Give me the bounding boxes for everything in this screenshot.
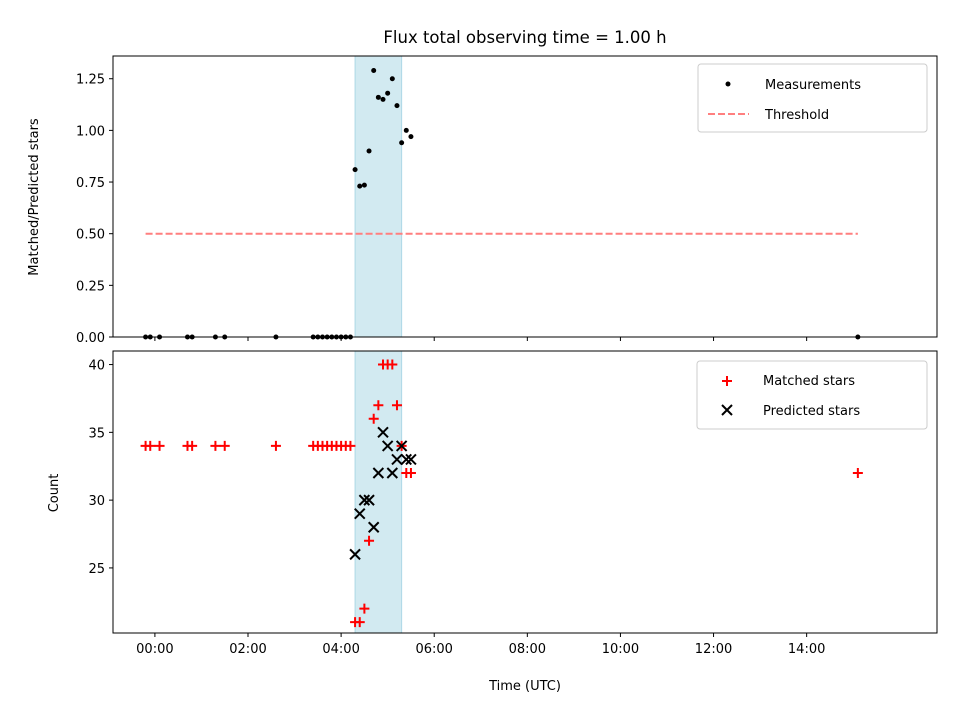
top-y-tick-label-4: 1.00 xyxy=(76,124,105,139)
legend-predicted-stars-marker xyxy=(721,404,733,416)
top-measurements-point-29 xyxy=(408,134,414,140)
top-panel: 0.00 0.25 0.50 0.75 1.00 1.25 xyxy=(76,55,938,346)
bottom-matched-stars-point-19 xyxy=(359,603,370,614)
top-measurements-point-26 xyxy=(394,103,400,109)
bottom-predicted-stars-point-8 xyxy=(386,467,399,479)
chart-title: Flux total observing time = 1.00 h xyxy=(383,28,666,47)
bottom-x-tick-label-2: 04:00 xyxy=(322,642,359,657)
bottom-matched-stars-point-21 xyxy=(368,413,379,424)
top-y-axis-label: Matched/Predicted stars xyxy=(27,118,42,276)
top-axes-frame xyxy=(112,55,938,338)
bottom-predicted-stars-point-2 xyxy=(358,494,371,506)
bottom-predicted-stars-point-12 xyxy=(405,453,417,466)
legend-measurements-label: Measurements xyxy=(765,78,861,93)
top-legend: Measurements Threshold xyxy=(697,63,928,133)
bottom-matched-stars-point-22 xyxy=(373,400,384,411)
bottom-x-tick-label-6: 12:00 xyxy=(695,642,732,657)
legend-matched-stars-label: Matched stars xyxy=(763,374,855,389)
bottom-legend: Matched stars Predicted stars xyxy=(696,360,928,430)
bottom-predicted-stars-point-1 xyxy=(354,507,366,520)
bottom-x-tick-label-0: 00:00 xyxy=(136,642,173,657)
top-y-tick-label-2: 0.50 xyxy=(76,228,105,243)
top-measurements-point-20 xyxy=(366,148,372,154)
top-y-tick-label-1: 0.25 xyxy=(76,279,105,294)
bottom-x-tick-label-1: 02:00 xyxy=(229,642,266,657)
bottom-y-tick-label-2: 35 xyxy=(88,426,105,441)
bottom-y-axis-label: Count xyxy=(47,474,62,513)
bottom-predicted-stars-point-5 xyxy=(372,467,385,479)
bottom-matched-stars-point-20 xyxy=(364,535,375,546)
bottom-x-tick-label-5: 10:00 xyxy=(602,642,639,657)
top-measurements-point-23 xyxy=(380,96,386,102)
legend-measurements-marker xyxy=(725,81,731,87)
bottom-predicted-stars-point-7 xyxy=(381,440,394,452)
bottom-x-tick-label-7: 14:00 xyxy=(788,642,825,657)
bottom-predicted-stars-point-3 xyxy=(363,494,375,506)
top-measurements-point-17 xyxy=(352,167,358,173)
bottom-predicted-stars-point-10 xyxy=(395,440,408,452)
bottom-y-tick-label-1: 30 xyxy=(88,494,105,509)
bottom-matched-stars-point-16 xyxy=(345,440,356,451)
bottom-x-tick-label-3: 06:00 xyxy=(415,642,452,657)
bottom-panel: 25 30 35 40 00:00 02:00 04:00 06:00 08:00 10:00 12… xyxy=(88,350,938,657)
top-measurements-point-21 xyxy=(371,67,377,73)
bottom-predicted-stars-point-6 xyxy=(377,426,389,439)
bottom-matched-stars-point-6 xyxy=(219,440,230,451)
bottom-matched-stars-point-25 xyxy=(387,359,398,370)
top-y-tick-label-0: 0.00 xyxy=(76,331,105,346)
top-y-tick-label-5: 1.25 xyxy=(76,73,105,88)
bottom-matched-stars-point-1 xyxy=(145,440,156,451)
top-measurements-point-27 xyxy=(399,140,405,146)
bottom-x-tick-label-4: 08:00 xyxy=(509,642,546,657)
bottom-predicted-stars-point-4 xyxy=(367,521,380,533)
top-y-tick-label-3: 0.75 xyxy=(76,176,105,191)
top-highlight-span xyxy=(354,55,403,338)
bottom-matched-stars-point-4 xyxy=(187,440,198,451)
top-measurements-point-22 xyxy=(375,94,381,100)
top-legend-box xyxy=(697,63,928,133)
bottom-highlight-span xyxy=(354,350,403,634)
bottom-y-tick-label-3: 40 xyxy=(88,359,105,374)
top-measurements-point-28 xyxy=(403,127,409,133)
bottom-legend-box xyxy=(696,360,928,430)
top-measurements-point-18 xyxy=(357,183,363,189)
bottom-matched-stars-point-5 xyxy=(210,440,221,451)
bottom-matched-stars-point-7 xyxy=(270,440,281,451)
x-axis-label: Time (UTC) xyxy=(488,679,561,694)
bottom-matched-stars-point-30 xyxy=(852,468,863,479)
bottom-axes-frame xyxy=(112,350,938,634)
bottom-predicted-stars-point-11 xyxy=(400,453,412,466)
bottom-matched-stars-point-26 xyxy=(391,400,402,411)
bottom-y-tick-label-0: 25 xyxy=(88,562,105,577)
legend-predicted-stars-label: Predicted stars xyxy=(763,404,860,419)
legend-matched-stars-marker xyxy=(722,376,732,386)
bottom-predicted-stars-point-0 xyxy=(349,548,361,561)
top-measurements-point-25 xyxy=(389,76,395,82)
bottom-matched-stars-point-29 xyxy=(405,468,416,479)
legend-threshold-label: Threshold xyxy=(764,108,829,123)
bottom-matched-stars-point-2 xyxy=(154,440,165,451)
top-measurements-point-24 xyxy=(385,90,391,96)
bottom-matched-stars-point-18 xyxy=(354,617,365,628)
top-measurements-point-19 xyxy=(361,182,367,188)
bottom-predicted-stars-point-9 xyxy=(391,453,403,466)
